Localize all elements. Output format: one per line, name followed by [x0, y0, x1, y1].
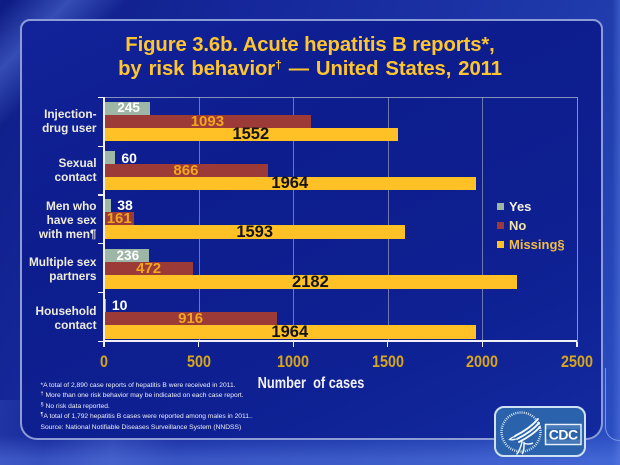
svg-text:CDC: CDC [549, 427, 578, 443]
